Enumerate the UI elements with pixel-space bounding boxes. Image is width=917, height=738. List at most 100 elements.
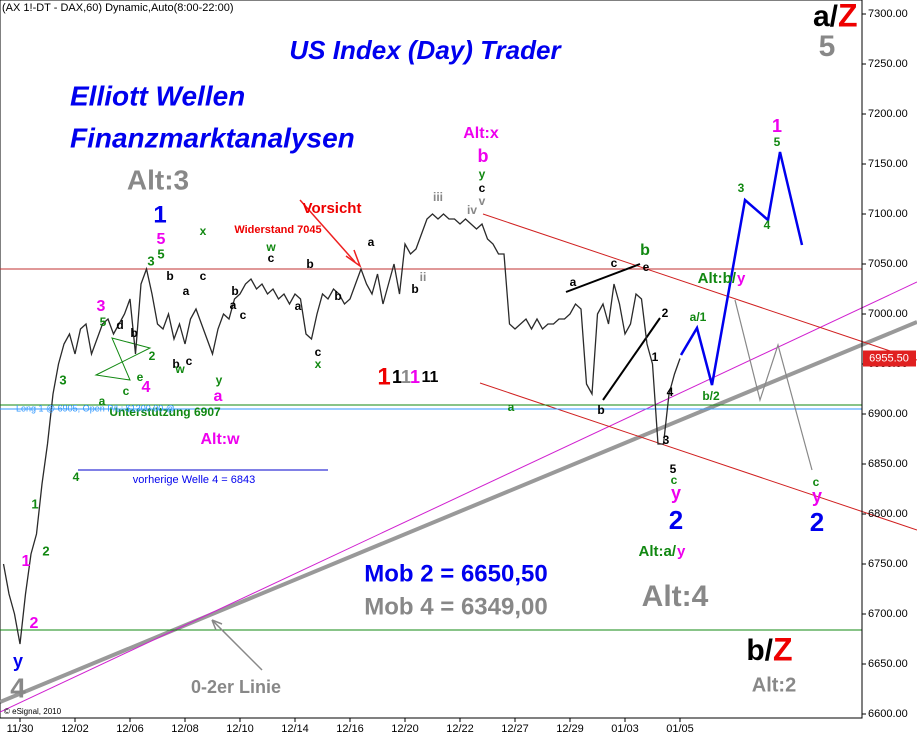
annotation: 4 bbox=[10, 672, 26, 703]
annotation: x bbox=[315, 357, 322, 371]
annotation: 4 bbox=[142, 379, 151, 396]
annotation: 3 bbox=[663, 433, 670, 447]
y-tick-label: 7300.00 bbox=[868, 8, 908, 20]
annotation: b bbox=[478, 146, 489, 166]
annotation: Unterstützung 6907 bbox=[109, 405, 221, 419]
price-tag-label: 6955.50 bbox=[869, 352, 909, 364]
annotation: b bbox=[334, 289, 341, 303]
annotation: a/1 bbox=[690, 310, 707, 324]
annotation: a bbox=[183, 284, 190, 298]
annotation: 3 bbox=[738, 181, 745, 195]
annotation: d bbox=[116, 318, 123, 332]
annotation: 1 bbox=[31, 496, 38, 511]
annotation: c bbox=[186, 354, 193, 368]
annotation: y bbox=[216, 373, 223, 387]
annotation: 4 bbox=[73, 470, 80, 484]
trend-line bbox=[0, 320, 917, 704]
price-tag bbox=[863, 350, 916, 367]
annotation: 1 bbox=[652, 350, 659, 364]
annotation: 2 bbox=[30, 615, 39, 632]
y-tick-label: 7100.00 bbox=[868, 208, 908, 220]
annotation: 1 bbox=[772, 116, 782, 136]
y-tick-label: 6700.00 bbox=[868, 608, 908, 620]
x-tick-label: 11/30 bbox=[7, 723, 34, 735]
annotation: e bbox=[643, 260, 650, 274]
y-tick-label: 6900.00 bbox=[868, 408, 908, 420]
annotation: 1 bbox=[22, 553, 31, 570]
annotation: b bbox=[597, 403, 604, 417]
annotation: 2 bbox=[669, 505, 683, 535]
annotation: Vorsicht bbox=[303, 200, 362, 217]
annotation: a bbox=[570, 275, 577, 289]
annotation: 2 bbox=[149, 349, 156, 363]
x-tick-label: 12/10 bbox=[226, 723, 254, 735]
annotation: c bbox=[123, 384, 130, 398]
x-tick-label: 01/03 bbox=[611, 723, 639, 735]
x-tick-label: 01/05 bbox=[666, 723, 694, 735]
annotation: 1 bbox=[410, 367, 420, 387]
y-tick-label: 7250.00 bbox=[868, 58, 908, 70]
annotation: 3 bbox=[59, 372, 66, 387]
annotation: c bbox=[268, 251, 275, 265]
annotation: 1 bbox=[153, 201, 166, 228]
y-tick-label: 6750.00 bbox=[868, 558, 908, 570]
x-tick-label: 12/29 bbox=[556, 723, 584, 735]
x-tick-label: 12/22 bbox=[446, 723, 474, 735]
annotation: Mob 2 = 6650,50 bbox=[364, 560, 547, 587]
y-tick-label: 6600.00 bbox=[868, 708, 908, 720]
annotation: c bbox=[315, 345, 322, 359]
x-tick-label: 12/16 bbox=[336, 723, 364, 735]
annotation: 5 bbox=[774, 135, 781, 149]
annotation: b bbox=[130, 326, 137, 340]
annotation: Z bbox=[773, 631, 793, 667]
annotation: 1 bbox=[377, 363, 390, 390]
annotation: 0-2er Linie bbox=[191, 677, 281, 697]
annotation: b bbox=[231, 284, 238, 298]
projection bbox=[734, 299, 813, 471]
annotation: c bbox=[240, 308, 247, 322]
annotation: y bbox=[737, 270, 746, 287]
annotation: a bbox=[99, 394, 106, 408]
annotation: ii bbox=[420, 270, 427, 284]
annotation: Finanzmarktanalysen bbox=[70, 122, 355, 153]
annotation: Mob 4 = 6349,00 bbox=[364, 593, 547, 620]
y-tick-label: 7050.00 bbox=[868, 258, 908, 270]
x-tick-label: 12/20 bbox=[391, 723, 419, 735]
annotation: a bbox=[508, 400, 515, 414]
triangle-line bbox=[602, 317, 661, 401]
annotation: Alt:w bbox=[200, 431, 240, 448]
annotation: c bbox=[813, 475, 820, 489]
annotation: 1 bbox=[392, 367, 402, 387]
y-tick-label: 6850.00 bbox=[868, 458, 908, 470]
annotation: b bbox=[172, 357, 179, 371]
annotation: y bbox=[13, 651, 23, 671]
annotation: 1 bbox=[401, 367, 411, 387]
annotation: iii bbox=[433, 190, 443, 204]
annotation: 2 bbox=[42, 543, 49, 558]
annotation: b/ bbox=[746, 634, 773, 667]
arrow bbox=[211, 619, 263, 671]
annotation: 5 bbox=[157, 246, 164, 261]
plot-area bbox=[0, 0, 863, 719]
annotation: 11 bbox=[422, 369, 439, 386]
x-tick-label: 12/08 bbox=[171, 723, 199, 735]
x-tick-label: 12/02 bbox=[61, 723, 89, 735]
annotation: © eSignal, 2010 bbox=[4, 707, 62, 716]
annotation: vorherige Welle 4 = 6843 bbox=[133, 474, 255, 486]
annotation: b bbox=[166, 269, 173, 283]
annotation: (AX 1!-DT - DAX,60) Dynamic,Auto(8:00-22… bbox=[2, 2, 234, 14]
annotation: 2 bbox=[810, 507, 824, 537]
channel-line bbox=[479, 382, 917, 531]
annotation: Long 1 @ 6905, Open P/L: $1300.00 @ bbox=[16, 403, 175, 413]
y-tick-label: 7000.00 bbox=[868, 308, 908, 320]
y-tick-label: 6800.00 bbox=[868, 508, 908, 520]
annotation: Alt:4 bbox=[642, 580, 709, 613]
annotation: 5 bbox=[670, 462, 677, 476]
trend-line bbox=[0, 281, 917, 713]
annotation: Alt:2 bbox=[752, 674, 796, 696]
annotation: a bbox=[214, 388, 223, 405]
annotation: Elliott Wellen bbox=[70, 80, 245, 111]
annotation: c bbox=[479, 181, 486, 195]
annotation: 5 bbox=[157, 231, 166, 248]
